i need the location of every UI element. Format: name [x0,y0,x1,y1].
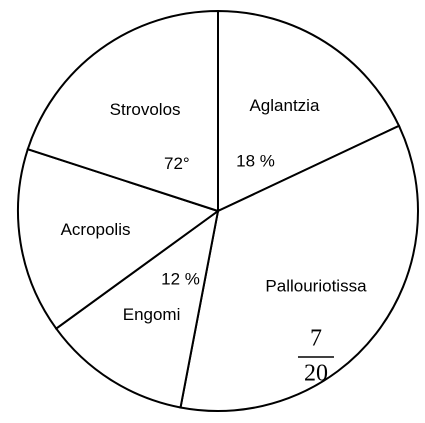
slice-label: Strovolos [110,100,181,119]
value-label: 18 % [236,151,275,170]
pie-slice [179,124,419,412]
pie-slice [17,147,221,330]
pie-slice [54,208,220,409]
slice-label: Pallouriotissa [265,276,367,295]
value-label: 12 % [161,270,200,289]
slice-label: Acropolis [61,220,131,239]
slice-label: Engomi [123,305,181,324]
fraction-denominator: 20 [304,361,328,387]
slice-label: Aglantzia [249,96,319,115]
pie-slice [26,9,219,213]
value-label: 72° [164,154,190,173]
pie-slice [217,9,401,213]
fraction-numerator: 7 [310,326,322,352]
